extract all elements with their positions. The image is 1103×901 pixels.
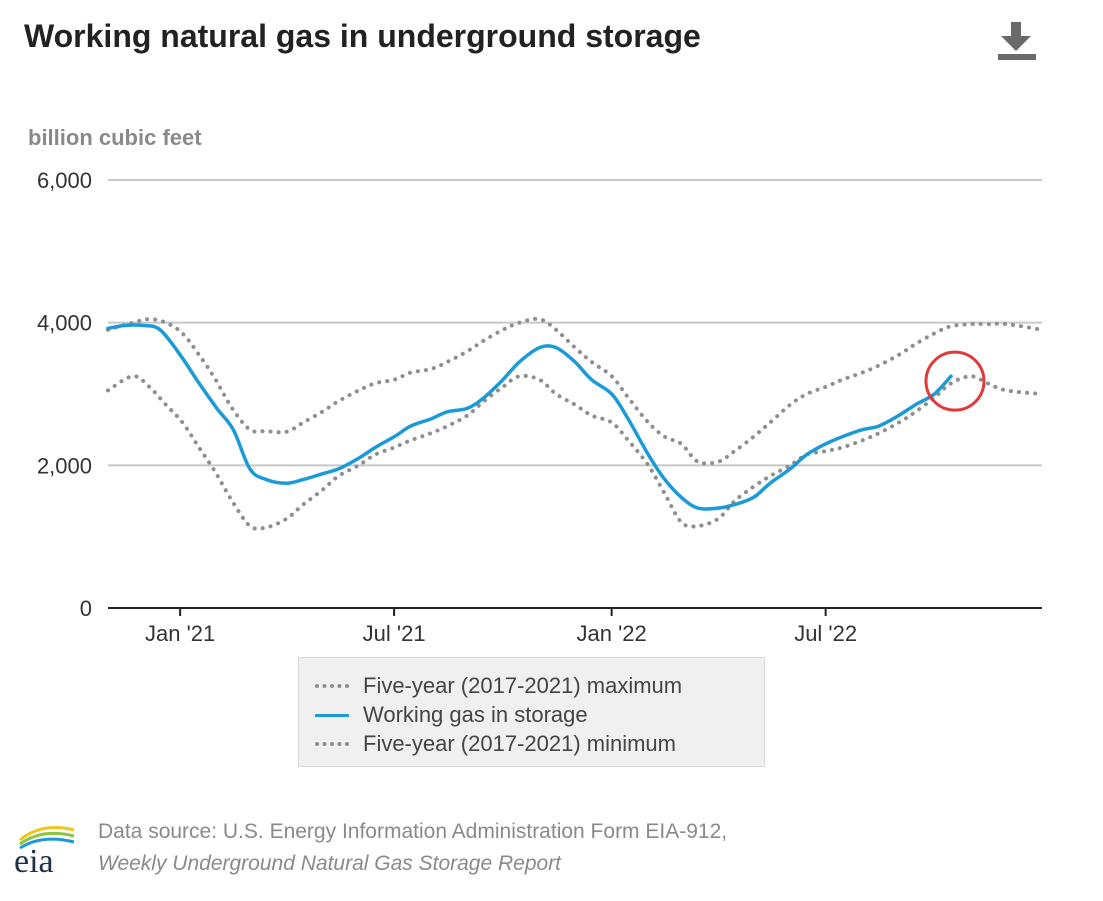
series-five-year-maximum xyxy=(106,316,1044,466)
download-icon[interactable] xyxy=(996,20,1038,62)
legend-label: Working gas in storage xyxy=(363,702,588,727)
eia-logo-text: eia xyxy=(14,843,54,880)
x-tick-label: Jan '22 xyxy=(577,621,647,646)
y-tick-label: 6,000 xyxy=(37,168,92,193)
legend-swatch xyxy=(315,713,349,717)
y-tick-label: 0 xyxy=(80,596,92,621)
data-source: Data source: U.S. Energy Information Adm… xyxy=(98,816,727,880)
chart-legend: Five-year (2017-2021) maximum Working gas… xyxy=(298,657,765,767)
highlight-circle xyxy=(924,350,986,412)
legend-swatch xyxy=(315,684,349,688)
legend-swatch xyxy=(315,742,349,746)
eia-logo: eia xyxy=(14,826,75,880)
legend-label: Five-year (2017-2021) maximum xyxy=(363,673,683,698)
series-working-gas xyxy=(106,323,953,511)
x-tick-label: Jan '21 xyxy=(145,621,215,646)
x-tick-label: Jul '22 xyxy=(794,621,857,646)
series-five-year-minimum xyxy=(106,373,1044,531)
legend-item[interactable]: Five-year (2017-2021) minimum xyxy=(315,730,676,758)
x-tick-label: Jul '21 xyxy=(363,621,426,646)
chart-title: Working natural gas in underground stora… xyxy=(24,18,701,54)
data-source-line: Data source: U.S. Energy Information Adm… xyxy=(98,820,728,843)
legend-label: Five-year (2017-2021) minimum xyxy=(363,731,676,756)
legend-item[interactable]: Five-year (2017-2021) maximum xyxy=(315,672,682,700)
data-source-report: Weekly Underground Natural Gas Storage R… xyxy=(98,852,562,875)
chart-plot: 0 2,000 4,000 6,000 Jan '21 Jul '21 Jan '22 Jul… xyxy=(37,168,1044,646)
y-axis-units-label: billion cubic feet xyxy=(28,125,202,150)
legend-item[interactable]: Working gas in storage xyxy=(315,701,588,729)
y-tick-label: 2,000 xyxy=(37,453,92,478)
y-tick-label: 4,000 xyxy=(37,311,92,336)
